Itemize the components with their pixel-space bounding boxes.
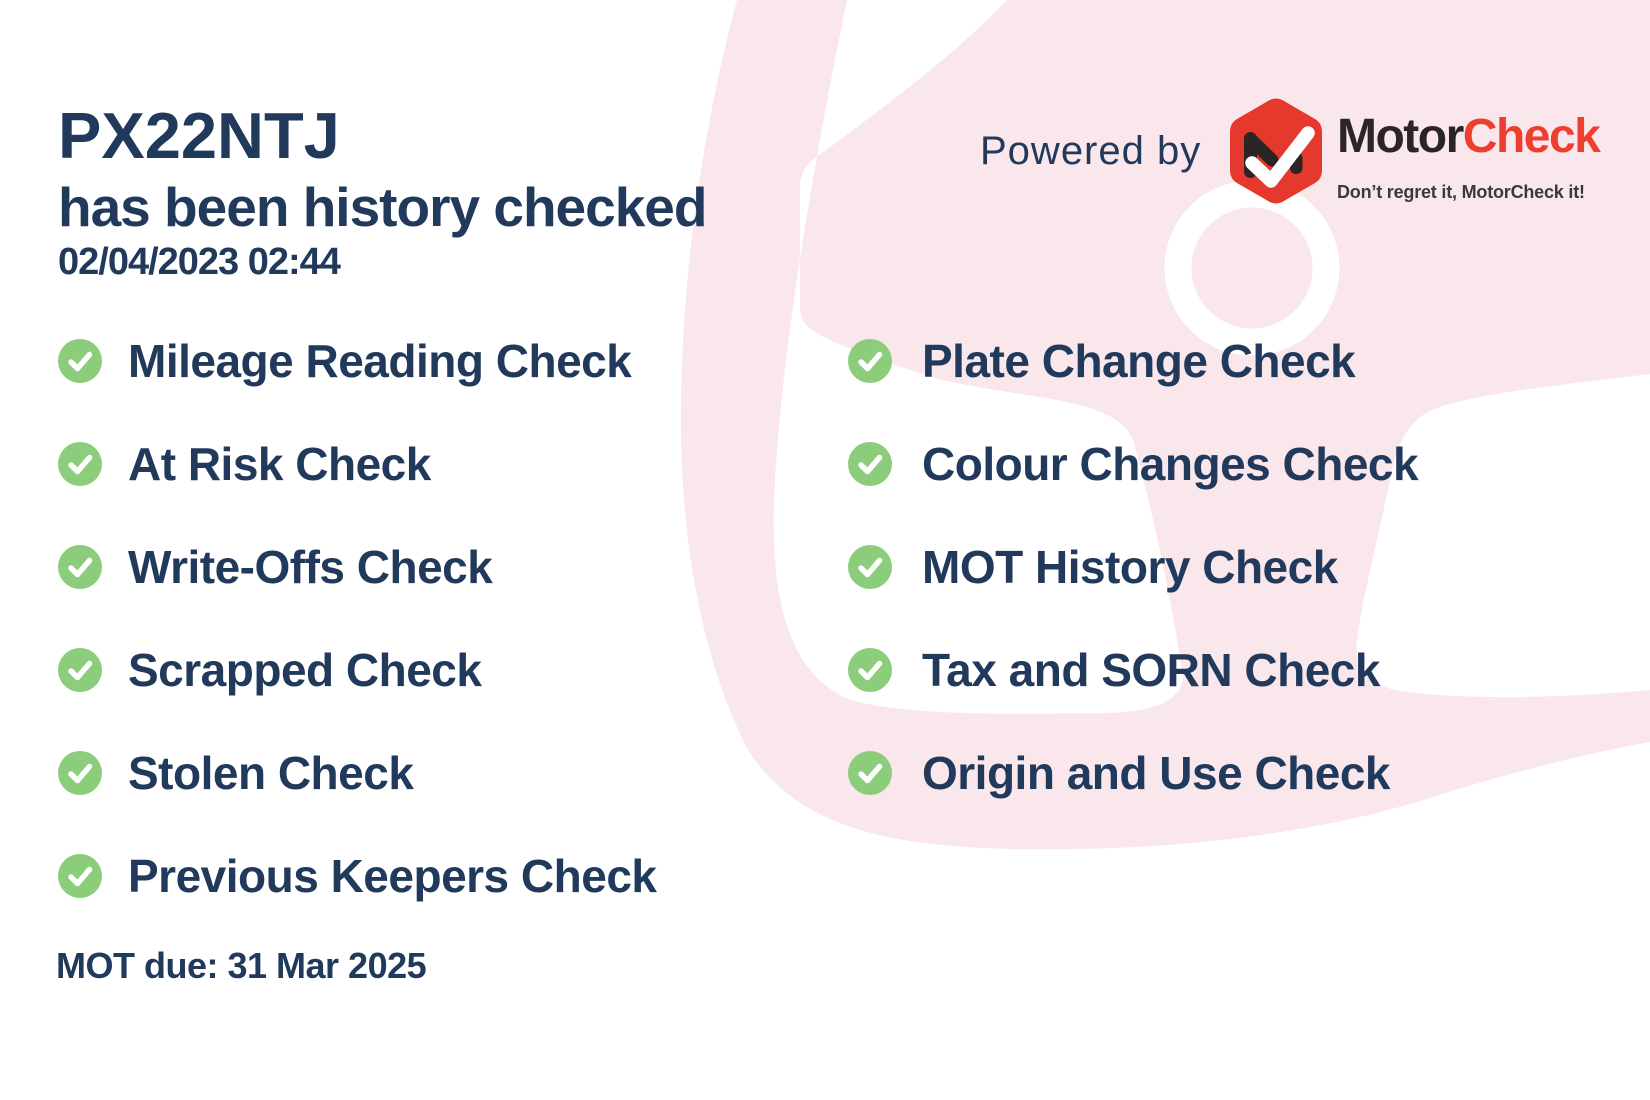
check-item-label: At Risk Check — [128, 438, 431, 490]
check-icon — [58, 854, 102, 898]
wheel-gap-left — [773, 0, 1183, 714]
check-icon — [848, 339, 892, 383]
mot-due-label: MOT due: 31 Mar 2025 — [56, 945, 427, 986]
brand-wordmark-motor: Motor — [1337, 110, 1464, 163]
motorcheck-logo-icon — [1230, 98, 1322, 204]
check-item-label: Colour Changes Check — [922, 438, 1419, 490]
check-list-item: Plate Change Check — [848, 335, 1418, 387]
powered-by-label: Powered by — [980, 129, 1202, 173]
check-icon — [58, 545, 102, 589]
check-item-label: Origin and Use Check — [922, 747, 1391, 799]
check-list-item: Mileage Reading Check — [58, 335, 657, 387]
check-item-label: Tax and SORN Check — [922, 644, 1380, 696]
check-list-item: Previous Keepers Check — [58, 850, 657, 902]
check-icon — [848, 648, 892, 692]
check-icon — [58, 442, 102, 486]
check-list-item: Tax and SORN Check — [848, 644, 1418, 696]
check-list-item: Scrapped Check — [58, 644, 657, 696]
check-icon — [58, 751, 102, 795]
check-icon — [848, 545, 892, 589]
check-item-label: Plate Change Check — [922, 335, 1356, 387]
check-list-right-column: Plate Change Check Colour Changes Check … — [848, 335, 1419, 799]
check-icon — [848, 751, 892, 795]
brand-tagline: Don’t regret it, MotorCheck it! — [1337, 182, 1585, 202]
check-list-item: MOT History Check — [848, 541, 1418, 593]
check-item-label: Write-Offs Check — [128, 541, 493, 593]
check-item-label: Stolen Check — [128, 747, 414, 799]
page-title: has been history checked — [58, 176, 707, 238]
check-list-item: At Risk Check — [58, 438, 657, 490]
check-icon — [848, 442, 892, 486]
check-timestamp: 02/04/2023 02:44 — [58, 241, 341, 283]
brand-wordmark: MotorCheck — [1337, 110, 1601, 163]
wheel-hub-ring — [1164, 180, 1340, 356]
check-list-left-column: Mileage Reading Check At Risk Check Writ… — [58, 335, 657, 902]
check-list-item: Stolen Check — [58, 747, 657, 799]
registration-plate: PX22NTJ — [58, 99, 340, 172]
check-list-item: Colour Changes Check — [848, 438, 1419, 490]
check-list-item: Write-Offs Check — [58, 541, 657, 593]
brand-wordmark-check: Check — [1462, 110, 1601, 163]
wheel-gap-right — [1356, 374, 1650, 698]
check-item-label: MOT History Check — [922, 541, 1338, 593]
check-icon — [58, 648, 102, 692]
check-list-item: Origin and Use Check — [848, 747, 1418, 799]
check-item-label: Previous Keepers Check — [128, 850, 657, 902]
motorcheck-brand-link[interactable]: MotorCheck Don’t regret it, MotorCheck i… — [1227, 97, 1627, 212]
check-item-label: Mileage Reading Check — [128, 335, 632, 387]
check-item-label: Scrapped Check — [128, 644, 482, 696]
check-icon — [58, 339, 102, 383]
